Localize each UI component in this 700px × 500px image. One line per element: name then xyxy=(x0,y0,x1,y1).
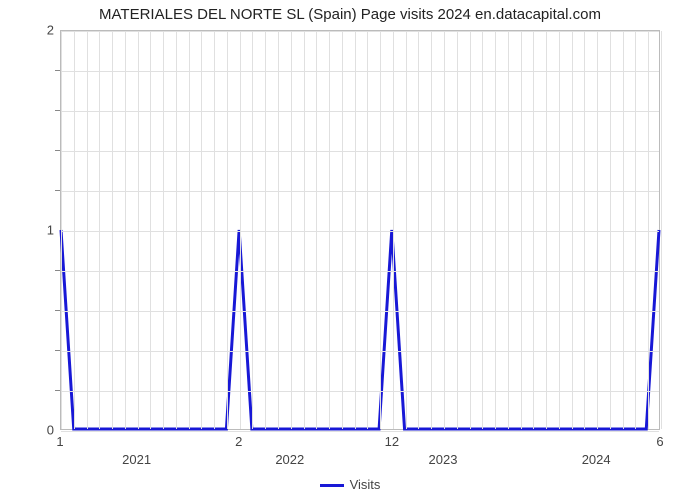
grid-line-v xyxy=(470,31,471,429)
y-tick-label: 0 xyxy=(47,423,54,438)
grid-line-v xyxy=(61,31,62,429)
y-minor-tick xyxy=(55,110,60,111)
grid-line-v xyxy=(316,31,317,429)
chart-container: MATERIALES DEL NORTE SL (Spain) Page vis… xyxy=(0,0,700,500)
x-tick-label: 1 xyxy=(56,434,63,449)
y-minor-tick xyxy=(55,390,60,391)
grid-line-v xyxy=(240,31,241,429)
grid-line-v xyxy=(87,31,88,429)
grid-line-v xyxy=(342,31,343,429)
grid-line-v xyxy=(572,31,573,429)
y-minor-tick xyxy=(55,270,60,271)
grid-line-v xyxy=(367,31,368,429)
x-year-label: 2023 xyxy=(429,452,458,467)
grid-line-v xyxy=(508,31,509,429)
grid-line-v xyxy=(355,31,356,429)
grid-line-h xyxy=(61,431,659,432)
y-minor-tick xyxy=(55,350,60,351)
grid-line-v xyxy=(406,31,407,429)
grid-line-v xyxy=(431,31,432,429)
grid-line-v xyxy=(393,31,394,429)
grid-line-v xyxy=(214,31,215,429)
grid-line-v xyxy=(150,31,151,429)
grid-line-v xyxy=(584,31,585,429)
grid-line-v xyxy=(495,31,496,429)
legend-label: Visits xyxy=(350,477,381,492)
grid-line-v xyxy=(99,31,100,429)
y-minor-tick xyxy=(55,70,60,71)
x-tick-label: 12 xyxy=(385,434,399,449)
grid-line-v xyxy=(533,31,534,429)
grid-line-v xyxy=(661,31,662,429)
grid-line-v xyxy=(189,31,190,429)
grid-line-v xyxy=(546,31,547,429)
grid-line-v xyxy=(291,31,292,429)
grid-line-v xyxy=(457,31,458,429)
x-tick-label: 6 xyxy=(656,434,663,449)
y-minor-tick xyxy=(55,190,60,191)
x-year-label: 2022 xyxy=(275,452,304,467)
x-year-label: 2021 xyxy=(122,452,151,467)
grid-line-v xyxy=(444,31,445,429)
plot-area xyxy=(60,30,660,430)
grid-line-v xyxy=(597,31,598,429)
legend: Visits xyxy=(0,477,700,492)
grid-line-v xyxy=(252,31,253,429)
x-year-label: 2024 xyxy=(582,452,611,467)
grid-line-v xyxy=(138,31,139,429)
x-tick-label: 2 xyxy=(235,434,242,449)
grid-line-v xyxy=(482,31,483,429)
grid-line-v xyxy=(265,31,266,429)
grid-line-v xyxy=(227,31,228,429)
grid-line-v xyxy=(380,31,381,429)
grid-line-v xyxy=(74,31,75,429)
grid-line-v xyxy=(623,31,624,429)
grid-line-v xyxy=(176,31,177,429)
grid-line-v xyxy=(610,31,611,429)
grid-line-v xyxy=(559,31,560,429)
grid-line-v xyxy=(521,31,522,429)
y-minor-tick xyxy=(55,150,60,151)
grid-line-v xyxy=(278,31,279,429)
y-tick-label: 1 xyxy=(47,223,54,238)
grid-line-v xyxy=(163,31,164,429)
grid-line-v xyxy=(329,31,330,429)
grid-line-v xyxy=(201,31,202,429)
grid-line-v xyxy=(418,31,419,429)
grid-line-v xyxy=(304,31,305,429)
y-tick-label: 2 xyxy=(47,23,54,38)
chart-title: MATERIALES DEL NORTE SL (Spain) Page vis… xyxy=(0,0,700,23)
grid-line-v xyxy=(648,31,649,429)
grid-line-v xyxy=(112,31,113,429)
y-minor-tick xyxy=(55,310,60,311)
legend-swatch xyxy=(320,484,344,487)
grid-line-v xyxy=(125,31,126,429)
grid-line-v xyxy=(635,31,636,429)
